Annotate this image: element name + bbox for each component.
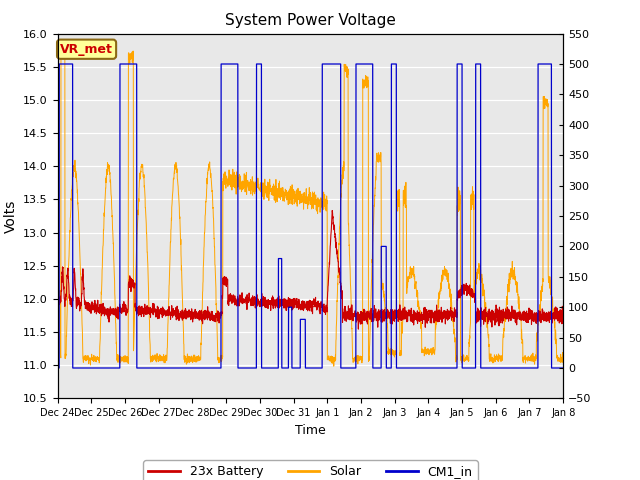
Y-axis label: Volts: Volts — [4, 199, 17, 233]
Title: System Power Voltage: System Power Voltage — [225, 13, 396, 28]
Legend: 23x Battery, Solar, CM1_in: 23x Battery, Solar, CM1_in — [143, 460, 477, 480]
X-axis label: Time: Time — [295, 424, 326, 437]
Text: VR_met: VR_met — [60, 43, 113, 56]
